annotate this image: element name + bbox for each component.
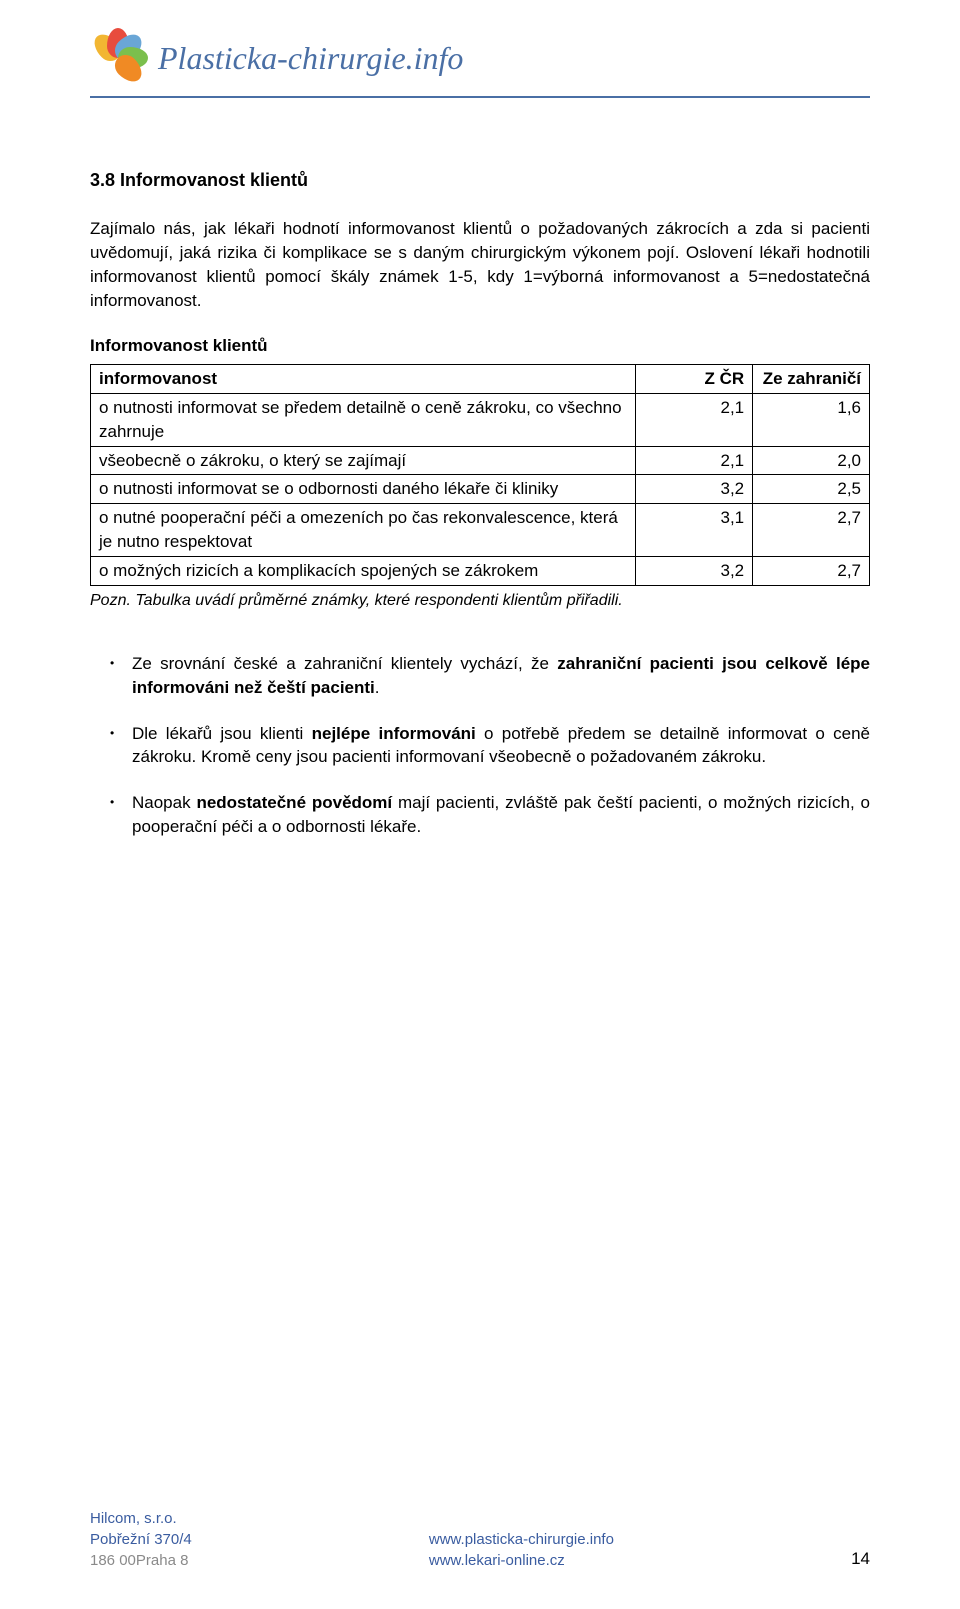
footer-urls: www.plasticka-chirurgie.info www.lekari-… — [429, 1529, 614, 1571]
footer-url2: www.lekari-online.cz — [429, 1550, 614, 1571]
header-rule — [90, 96, 870, 98]
row-value-zahranici: 2,5 — [753, 475, 870, 504]
table-row: o nutnosti informovat se o odbornosti da… — [91, 475, 870, 504]
row-value-zahranici: 2,0 — [753, 446, 870, 475]
logo-flower-icon — [90, 30, 146, 86]
bullet-pre: Naopak — [132, 793, 196, 812]
row-value-zahranici: 2,7 — [753, 556, 870, 585]
footer-addr2: 186 00Praha 8 — [90, 1550, 192, 1571]
row-value-cr: 3,1 — [636, 504, 753, 557]
row-label: o nutné pooperační péči a omezeních po č… — [91, 504, 636, 557]
footer-url1: www.plasticka-chirurgie.info — [429, 1529, 614, 1550]
footer-addr1: Pobřežní 370/4 — [90, 1529, 192, 1550]
findings-list: Ze srovnání české a zahraniční klientely… — [90, 652, 870, 839]
page-number: 14 — [851, 1547, 870, 1571]
list-item: Ze srovnání české a zahraniční klientely… — [132, 652, 870, 700]
row-label: všeobecně o zákroku, o který se zajímají — [91, 446, 636, 475]
footer-company-block: Hilcom, s.r.o. Pobřežní 370/4 186 00Prah… — [90, 1508, 192, 1571]
intro-paragraph: Zajímalo nás, jak lékaři hodnotí informo… — [90, 217, 870, 312]
bullet-bold: nedostatečné povědomí — [196, 793, 392, 812]
row-label: o nutnosti informovat se o odbornosti da… — [91, 475, 636, 504]
table-row: o nutnosti informovat se předem detailně… — [91, 393, 870, 446]
page-header: Plasticka-chirurgie.info — [90, 30, 870, 86]
table-note: Pozn. Tabulka uvádí průměrné známky, kte… — [90, 590, 870, 612]
bullet-post: . — [375, 678, 380, 697]
table-row: o nutné pooperační péči a omezeních po č… — [91, 504, 870, 557]
row-value-cr: 3,2 — [636, 475, 753, 504]
row-value-cr: 2,1 — [636, 393, 753, 446]
bullet-pre: Ze srovnání české a zahraniční klientely… — [132, 654, 557, 673]
page-footer: Hilcom, s.r.o. Pobřežní 370/4 186 00Prah… — [90, 1508, 870, 1571]
footer-company: Hilcom, s.r.o. — [90, 1508, 192, 1529]
row-value-zahranici: 1,6 — [753, 393, 870, 446]
row-value-cr: 2,1 — [636, 446, 753, 475]
site-title: Plasticka-chirurgie.info — [158, 36, 463, 81]
col-header-cr: Z ČR — [636, 365, 753, 394]
row-label: o nutnosti informovat se předem detailně… — [91, 393, 636, 446]
section-heading: 3.8 Informovanost klientů — [90, 168, 870, 193]
table-caption: Informovanost klientů — [90, 334, 870, 358]
list-item: Dle lékařů jsou klienti nejlépe informov… — [132, 722, 870, 770]
bullet-bold: nejlépe informováni — [312, 724, 476, 743]
table-header-row: informovanost Z ČR Ze zahraničí — [91, 365, 870, 394]
informovanost-table: informovanost Z ČR Ze zahraničí o nutnos… — [90, 364, 870, 585]
row-value-cr: 3,2 — [636, 556, 753, 585]
row-value-zahranici: 2,7 — [753, 504, 870, 557]
table-row: o možných rizicích a komplikacích spojen… — [91, 556, 870, 585]
row-label: o možných rizicích a komplikacích spojen… — [91, 556, 636, 585]
col-header-label: informovanost — [91, 365, 636, 394]
list-item: Naopak nedostatečné povědomí mají pacien… — [132, 791, 870, 839]
table-row: všeobecně o zákroku, o který se zajímají… — [91, 446, 870, 475]
bullet-pre: Dle lékařů jsou klienti — [132, 724, 312, 743]
col-header-zahranici: Ze zahraničí — [753, 365, 870, 394]
